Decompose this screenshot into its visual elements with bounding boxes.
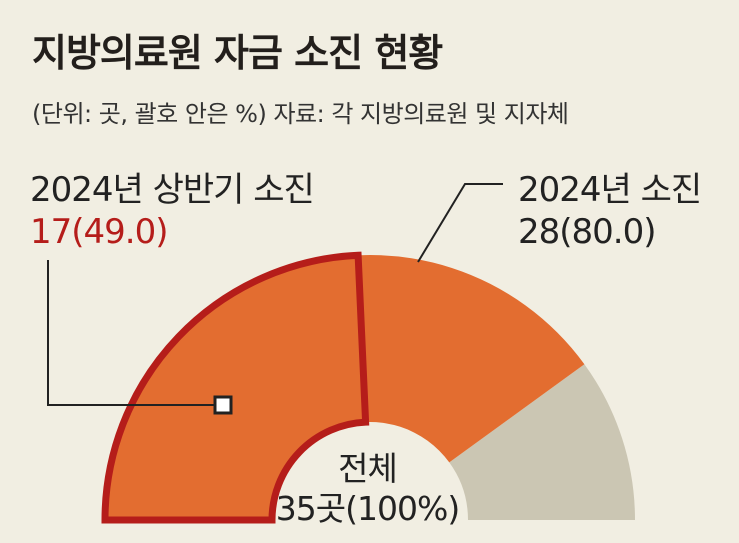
full-year-label: 2024년 소진 (518, 170, 702, 210)
first-half-value: 17(49.0) (30, 212, 168, 252)
first-half-label: 2024년 상반기 소진 (30, 170, 315, 210)
full-year-leader-line (417, 183, 503, 263)
first-half-marker (213, 395, 233, 415)
chart-source-note: (단위: 곳, 괄호 안은 %) 자료: 각 지방의료원 및 지자체 (32, 100, 569, 128)
first-half-leader-line (47, 260, 215, 406)
remainder-segment (449, 364, 635, 520)
total-label: 전체 (338, 449, 398, 488)
first-half-segment (101, 251, 370, 524)
chart-title: 지방의료원 자금 소진 현황 (32, 31, 443, 75)
total-value: 35곳(100%) (275, 489, 460, 528)
full-year-value: 28(80.0) (518, 212, 656, 252)
